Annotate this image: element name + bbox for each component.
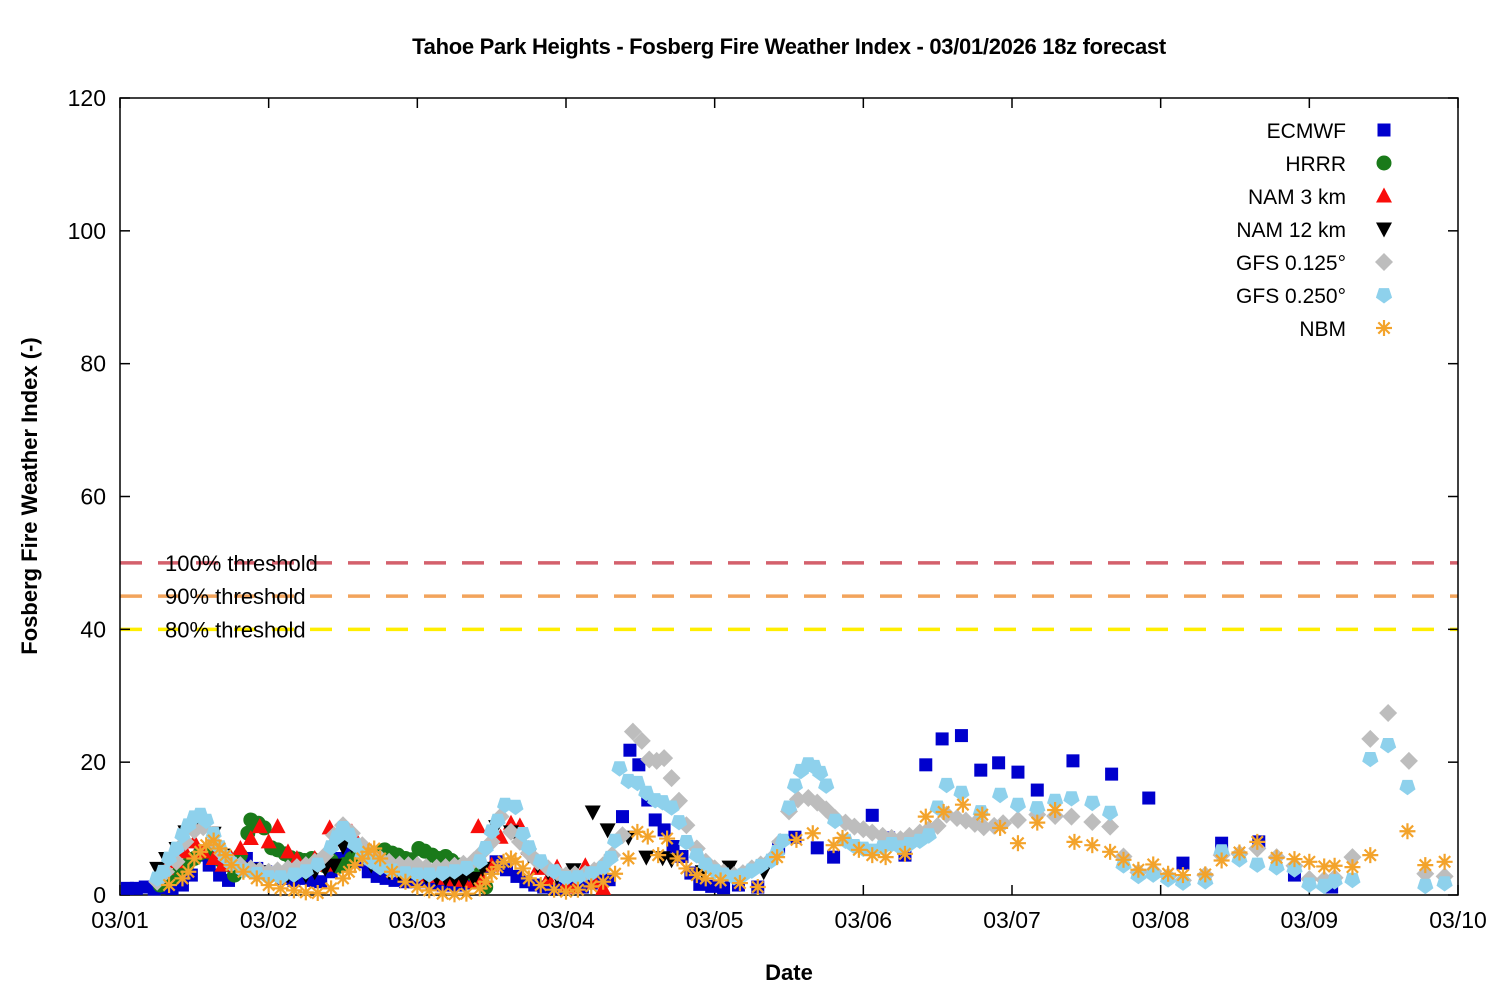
x-tick-label: 03/09 (1281, 907, 1339, 933)
x-tick-label: 03/05 (686, 907, 744, 933)
x-tick-label: 03/04 (537, 907, 595, 933)
chart-title: Tahoe Park Heights - Fosberg Fire Weathe… (412, 34, 1166, 59)
legend-entry-nam-12-km: NAM 12 km (1236, 219, 1392, 242)
x-tick-label: 03/07 (983, 907, 1041, 933)
threshold-label-90-threshold: 90% threshold (165, 584, 306, 609)
threshold-label-80-threshold: 80% threshold (165, 617, 306, 642)
legend-marker-nam-3-km-icon (1376, 187, 1392, 203)
legend-entry-ecmwf: ECMWF (1267, 120, 1391, 143)
legend-label-gfs-0-125: GFS 0.125° (1236, 252, 1346, 275)
legend-entry-hrrr: HRRR (1285, 153, 1392, 176)
x-axis-title: Date (765, 960, 813, 985)
legend-label-nam-3-km: NAM 3 km (1248, 186, 1346, 209)
legend-entry-nam-3-km: NAM 3 km (1248, 186, 1392, 209)
legend-label-ecmwf: ECMWF (1267, 120, 1346, 143)
series-gfs-0-250 (149, 738, 1453, 895)
x-tick-label: 03/08 (1132, 907, 1190, 933)
y-tick-label: 120 (68, 85, 106, 111)
y-tick-label: 60 (80, 484, 106, 510)
legend-marker-nbm-icon (1376, 320, 1392, 336)
legend-marker-hrrr-icon (1376, 155, 1392, 171)
legend-marker-nam-12-km-icon (1376, 222, 1392, 238)
legend-label-hrrr: HRRR (1285, 153, 1346, 176)
y-tick-label: 0 (93, 882, 106, 908)
x-tick-label: 03/01 (91, 907, 149, 933)
x-tick-label: 03/02 (240, 907, 298, 933)
x-tick-label: 03/10 (1429, 907, 1487, 933)
y-tick-label: 40 (80, 616, 106, 642)
plot-border (119, 97, 1459, 896)
legend-label-nbm: NBM (1299, 318, 1346, 341)
legend-marker-ecmwf-icon (1377, 123, 1391, 137)
legend-entry-nbm: NBM (1299, 318, 1392, 341)
y-tick-label: 100 (68, 218, 106, 244)
y-tick-label: 80 (80, 351, 106, 377)
x-tick-label: 03/03 (389, 907, 447, 933)
series-nbm (161, 796, 1453, 903)
legend-label-gfs-0-250: GFS 0.250° (1236, 285, 1346, 308)
legend-marker-gfs-0-125-icon (1375, 253, 1393, 271)
y-tick-label: 20 (80, 749, 106, 775)
legend-entry-gfs-0-125: GFS 0.125° (1236, 252, 1393, 275)
legend-marker-gfs-0-250-icon (1375, 288, 1393, 304)
legend-entry-gfs-0-250: GFS 0.250° (1236, 285, 1393, 308)
threshold-label-100-threshold: 100% threshold (165, 551, 318, 576)
legend-label-nam-12-km: NAM 12 km (1236, 219, 1346, 242)
x-tick-label: 03/06 (835, 907, 893, 933)
